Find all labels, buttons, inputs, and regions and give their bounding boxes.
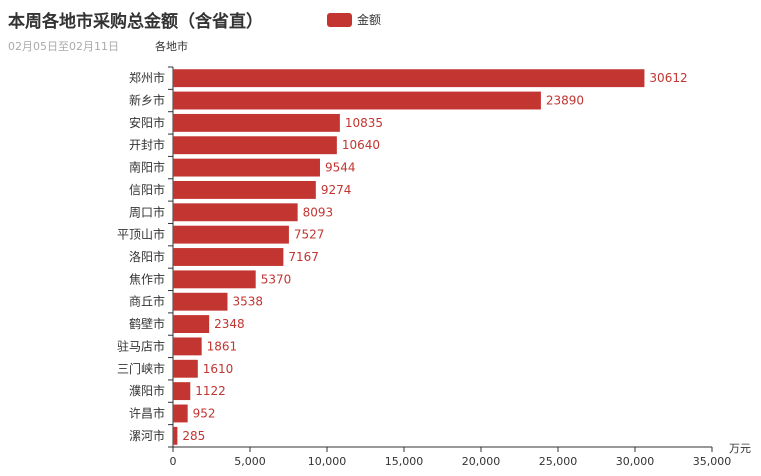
data-label: 8093 (303, 205, 334, 219)
category-label: 新乡市 (129, 93, 165, 108)
data-label: 3538 (232, 295, 263, 309)
category-label: 南阳市 (129, 160, 165, 175)
data-label: 952 (193, 406, 216, 420)
bar (173, 248, 284, 266)
bar (173, 69, 645, 88)
chart-title: 本周各地市采购总金额（含省直） (8, 12, 263, 32)
category-label: 周口市 (129, 204, 165, 219)
data-label: 7527 (294, 228, 325, 242)
data-label: 7167 (288, 250, 319, 264)
x-tick-label: 30,000 (616, 455, 655, 468)
data-label: 1861 (207, 339, 238, 353)
category-label: 洛阳市 (129, 249, 165, 264)
bar (173, 136, 337, 155)
category-label: 驻马店市 (117, 338, 165, 353)
bar (173, 382, 191, 401)
x-tick-label: 0 (170, 455, 177, 468)
category-label: 漯河市 (129, 428, 165, 443)
data-label: 2348 (214, 317, 245, 331)
category-label: 商丘市 (129, 294, 165, 309)
category-label: 平顶山市 (117, 227, 165, 242)
category-label: 焦作市 (129, 271, 165, 286)
x-tick-label: 20,000 (462, 455, 501, 468)
category-label: 许昌市 (129, 405, 165, 420)
data-label: 1610 (203, 362, 234, 376)
bar (173, 426, 178, 445)
bar (173, 203, 298, 222)
x-tick-label: 10,000 (308, 455, 347, 468)
bar (173, 158, 320, 177)
data-label: 10835 (345, 116, 383, 130)
legend-swatch (327, 12, 352, 27)
y-axis-name: 各地市 (155, 39, 188, 53)
data-label: 30612 (649, 71, 687, 85)
data-label: 9544 (325, 161, 356, 175)
category-label: 郑州市 (129, 70, 165, 85)
data-label: 10640 (342, 138, 380, 152)
category-label: 濮阳市 (129, 383, 165, 398)
legend[interactable]: 金额 (327, 11, 381, 28)
bar (173, 113, 340, 132)
bar (173, 359, 198, 378)
data-label: 23890 (546, 94, 584, 108)
data-label: 5370 (261, 272, 292, 286)
x-tick-label: 5,000 (234, 455, 266, 468)
category-label: 开封市 (129, 137, 165, 152)
bar (173, 337, 202, 356)
category-label: 信阳市 (129, 182, 165, 197)
data-label: 9274 (321, 183, 352, 197)
x-axis-name: 万元 (729, 442, 751, 455)
bar (173, 404, 188, 423)
x-tick-label: 15,000 (385, 455, 424, 468)
bar (173, 270, 256, 289)
bar (173, 292, 228, 311)
bar (173, 181, 316, 199)
x-tick-label: 25,000 (539, 455, 578, 468)
legend-label: 金额 (357, 13, 382, 27)
x-tick-label: 35,000 (693, 455, 732, 468)
bar (173, 91, 541, 110)
bar (173, 225, 289, 244)
category-label: 安阳市 (129, 115, 165, 130)
category-label: 鹤壁市 (129, 316, 165, 331)
data-label: 285 (182, 429, 205, 443)
chart-subtitle: 02月05日至02月11日 (8, 40, 119, 53)
category-label: 三门峡市 (117, 361, 165, 376)
data-label: 1122 (195, 384, 226, 398)
bar (173, 315, 210, 333)
